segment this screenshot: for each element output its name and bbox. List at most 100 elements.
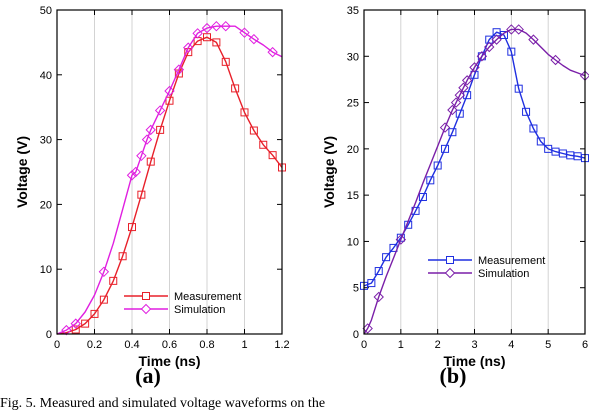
data-point-diamond [550, 54, 561, 66]
data-point-diamond [454, 89, 465, 101]
data-point-square [156, 125, 165, 134]
legend-label: Simulation [174, 304, 225, 316]
x-tick-label: 1.2 [274, 339, 289, 351]
x-tick-label: 1 [241, 339, 247, 351]
x-tick-label: 3 [471, 339, 477, 351]
x-tick-label: 1 [398, 339, 404, 351]
x-tick-label: 0.2 [87, 339, 102, 351]
data-point-diamond [528, 34, 539, 45]
data-point-square [128, 223, 136, 232]
y-axis-label: Voltage (V) [14, 136, 30, 208]
y-tick-label: 0 [46, 329, 52, 341]
data-point-diamond [513, 24, 524, 35]
data-point-diamond [141, 134, 153, 145]
chart-panel-a: 0 0.2 0.4 0.6 0.8 1 1.2 0 10 20 30 40 50 Time (ns) Vol… [14, 5, 290, 388]
y-tick-label: 0 [353, 329, 359, 341]
data-point-diamond [476, 51, 488, 62]
y-tick-label: 35 [347, 5, 359, 17]
legend-marker [444, 267, 456, 279]
x-tick-label: 4 [508, 339, 514, 351]
x-tick-label: 5 [545, 339, 551, 351]
legend-label: Measurement [478, 255, 545, 267]
data-point-diamond [220, 20, 231, 32]
data-point-square [448, 128, 457, 137]
chart-panel-b: 0 1 2 3 4 5 6 0 5 10 15 20 25 30 35 Time (ns) Voltage (V… [321, 5, 589, 388]
data-point-square [507, 47, 516, 56]
data-point-square [90, 309, 99, 318]
data-point-square [455, 109, 464, 118]
data-point-square [99, 295, 108, 304]
x-tick-label: 2 [435, 339, 441, 351]
y-tick-label: 5 [353, 283, 359, 295]
y-tick-label: 40 [40, 70, 52, 82]
data-point-square [433, 161, 442, 170]
data-point-square [367, 279, 376, 288]
data-point-square [71, 325, 80, 334]
data-point-diamond [447, 104, 458, 116]
x-tick-label: 0.8 [199, 339, 214, 351]
y-tick-label: 20 [347, 144, 359, 156]
data-point-square [249, 126, 258, 135]
data-point-square [203, 33, 211, 42]
data-point-diamond [211, 20, 222, 32]
plot-frame [56, 9, 283, 335]
data-point-square [382, 253, 391, 262]
legend-marker [142, 292, 150, 300]
data-point-square [259, 140, 268, 149]
data-point-diamond [239, 27, 250, 38]
y-tick-label: 50 [40, 5, 52, 17]
data-point-square [499, 30, 508, 39]
data-point-square [268, 151, 277, 160]
data-point-diamond [145, 124, 156, 136]
data-point-diamond [126, 170, 138, 181]
data-point-square [240, 108, 249, 117]
data-point-diamond [173, 64, 185, 75]
figure-caption: Fig. 5. Measured and simulated voltage w… [0, 396, 326, 410]
x-tick-label: 6 [582, 339, 588, 351]
y-tick-label: 20 [40, 199, 52, 211]
y-tick-label: 30 [347, 51, 359, 63]
panel-label: (a) [135, 363, 161, 388]
data-point-diamond [70, 318, 81, 329]
data-point-diamond [164, 85, 175, 97]
data-point-diamond [362, 323, 373, 334]
data-point-square [231, 84, 240, 93]
data-point-diamond [136, 150, 147, 162]
data-point-diamond [248, 33, 260, 45]
data-point-diamond [201, 22, 213, 34]
data-point-diamond [154, 105, 166, 116]
x-axis-label: Time (ns) [139, 353, 201, 369]
data-point-diamond [395, 234, 407, 245]
data-point-diamond [450, 97, 462, 108]
y-tick-label: 15 [347, 190, 359, 202]
legend-marker [140, 303, 152, 315]
series-simulation [362, 24, 589, 335]
data-point-square [109, 276, 118, 285]
series-line-measurement [56, 36, 283, 335]
x-tick-label: 0.4 [124, 339, 139, 351]
data-point-square [146, 157, 155, 166]
data-point-diamond [61, 324, 72, 336]
data-point-square [165, 96, 174, 105]
data-point-square [137, 190, 146, 199]
data-point-square [522, 107, 531, 116]
x-tick-label: 0 [361, 339, 367, 351]
data-point-diamond [98, 266, 110, 277]
data-point-square [536, 137, 545, 146]
data-point-square [118, 252, 127, 261]
y-tick-label: 30 [40, 135, 52, 147]
data-point-diamond [484, 41, 495, 53]
data-point-diamond [458, 82, 469, 93]
data-point-diamond [130, 166, 141, 178]
data-point-square [81, 319, 90, 328]
data-point-diamond [192, 28, 203, 39]
data-point-square [212, 38, 221, 47]
series-line-simulation [56, 25, 283, 335]
y-axis-label: Voltage (V) [321, 136, 337, 208]
series-line-simulation [363, 28, 586, 335]
data-point-diamond [506, 24, 517, 35]
legend-label: Simulation [478, 268, 529, 280]
